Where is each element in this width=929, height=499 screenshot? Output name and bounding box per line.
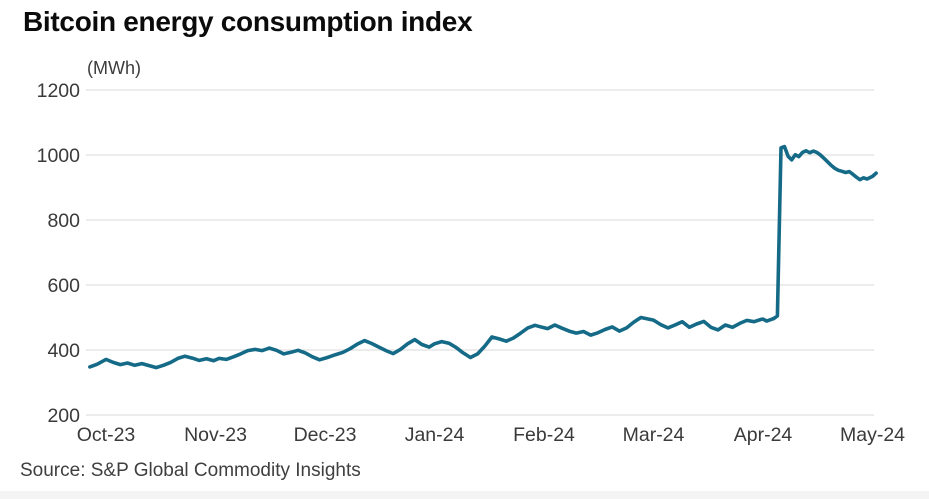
x-tick-label: Apr-24 bbox=[734, 424, 793, 446]
bottom-strip bbox=[0, 491, 929, 499]
x-tick-label: Dec-23 bbox=[294, 424, 357, 446]
y-tick-label: 600 bbox=[47, 275, 80, 297]
x-tick-label: Feb-24 bbox=[513, 424, 575, 446]
y-tick-label: 400 bbox=[47, 340, 80, 362]
x-tick-label: Oct-23 bbox=[77, 424, 136, 446]
x-tick-label: Nov-23 bbox=[184, 424, 247, 446]
y-tick-label: 1200 bbox=[37, 80, 81, 102]
x-tick-label: Jan-24 bbox=[405, 424, 465, 446]
y-tick-label: 200 bbox=[47, 405, 80, 427]
source-attribution: Source: S&P Global Commodity Insights bbox=[20, 460, 361, 481]
chart-title: Bitcoin energy consumption index bbox=[23, 6, 473, 37]
series-line bbox=[88, 144, 878, 370]
y-tick-label: 1000 bbox=[37, 145, 81, 167]
x-tick-label: Mar-24 bbox=[623, 424, 685, 446]
y-axis-unit-label: (MWh) bbox=[87, 58, 141, 78]
x-tick-label: May-24 bbox=[840, 424, 905, 446]
y-tick-label: 800 bbox=[47, 210, 80, 232]
